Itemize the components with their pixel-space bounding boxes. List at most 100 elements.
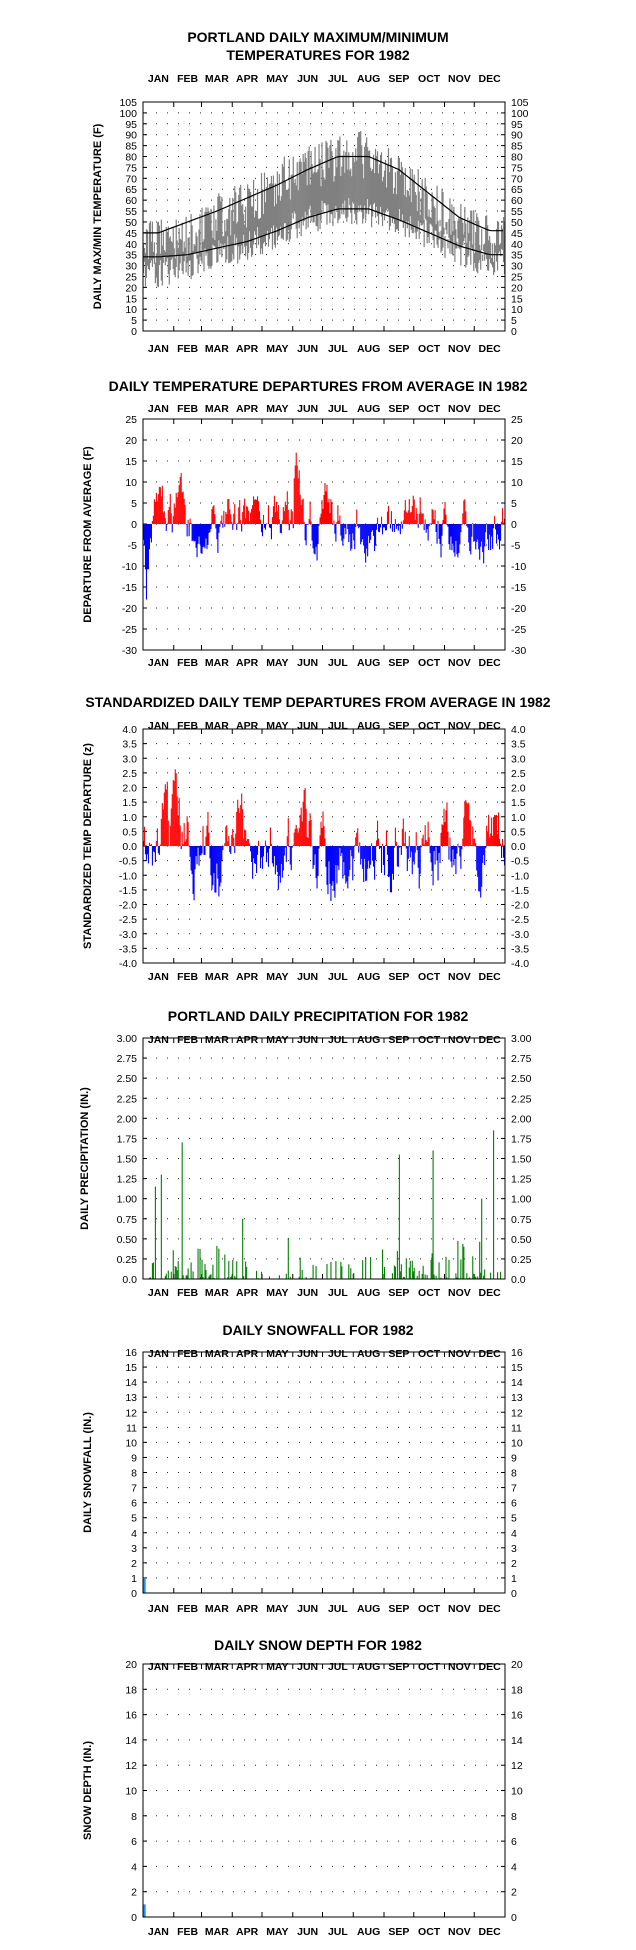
month-label-bottom: JAN: [148, 971, 169, 983]
month-label-top: JUL: [328, 720, 348, 732]
chart-5: DAILY SNOWFALL FOR 1982 JAN JAN FEB FEB MAR MA…: [82, 1322, 523, 1615]
month-label-top: NOV: [448, 73, 471, 85]
y-tick-label-right: 5: [511, 1513, 517, 1525]
y-tick-label-right: 12: [511, 1407, 523, 1419]
y-tick-label-right: 2: [511, 1887, 517, 1899]
month-label-top: OCT: [418, 1034, 441, 1046]
month-label-top: FEB: [177, 1661, 198, 1673]
y-tick-label-left: 3: [131, 1543, 137, 1555]
month-label-bottom: SEP: [388, 971, 409, 983]
departure-bars: [142, 769, 506, 901]
month-label-top: JUN: [297, 73, 318, 85]
y-tick-label-right: 1.25: [511, 1174, 532, 1186]
y-tick-label-right: 3: [511, 1543, 517, 1555]
y-tick-label-left: 10: [125, 1437, 137, 1449]
y-tick-label-left: 5: [131, 498, 137, 510]
month-label-bottom: NOV: [448, 1926, 471, 1938]
grid: [145, 101, 503, 332]
month-label-top: AUG: [357, 73, 380, 85]
y-tick-label-right: 3.00: [511, 1033, 532, 1045]
y-tick-label-left: 40: [125, 239, 137, 251]
month-label-top: DEC: [479, 1661, 502, 1673]
month-label-top: MAY: [266, 1661, 288, 1673]
chart-4: PORTLAND DAILY PRECIPITATION FOR 1982 JAN…: [79, 1008, 532, 1299]
y-tick-label-left: 2.0: [122, 783, 137, 795]
y-tick-label-right: 6: [511, 1498, 517, 1510]
chart-title: PORTLAND DAILY PRECIPITATION FOR 1982: [168, 1008, 469, 1024]
month-label-bottom: OCT: [418, 1287, 441, 1299]
month-label-bottom: AUG: [357, 1926, 380, 1938]
y-tick-label-left: 75: [125, 162, 137, 174]
snow-bar: [144, 1577, 146, 1593]
month-label-top: MAY: [266, 1348, 288, 1360]
y-tick-label-left: 55: [125, 206, 137, 218]
y-tick-label-right: 0.0: [511, 1274, 526, 1286]
normal-high-line: [143, 155, 503, 234]
y-tick-label-left: 25: [125, 271, 137, 283]
month-label-bottom: MAY: [266, 343, 288, 355]
y-axis-label: DAILY SNOWFALL (IN.): [82, 1412, 94, 1533]
chart-1: PORTLAND DAILY MAXIMUM/MINIMUM TEMPERATUR…: [92, 29, 529, 355]
y-tick-label-left: 14: [125, 1735, 137, 1747]
temperature-range-bars: [142, 131, 506, 288]
y-tick-label-right: 2.5: [511, 768, 526, 780]
y-tick-label-left: 5: [131, 315, 137, 327]
month-label-top: JUL: [328, 403, 348, 415]
month-label-bottom: JAN: [148, 1926, 169, 1938]
month-label-bottom: SEP: [388, 1287, 409, 1299]
month-label-top: MAY: [266, 720, 288, 732]
y-tick-label-left: 105: [119, 97, 137, 109]
chart-title: DAILY SNOWFALL FOR 1982: [222, 1322, 413, 1338]
y-tick-label-right: 3.5: [511, 739, 526, 751]
month-label-top: MAY: [266, 403, 288, 415]
month-label-bottom: FEB: [177, 343, 198, 355]
y-tick-label-right: 25: [511, 414, 523, 426]
month-label-bottom: MAY: [266, 1287, 288, 1299]
y-tick-label-left: 0.0: [122, 1274, 137, 1286]
y-tick-label-right: -15: [511, 582, 526, 594]
grid: [145, 1663, 503, 1918]
snow-bars: [143, 1904, 146, 1917]
month-label-top: JUN: [297, 1661, 318, 1673]
y-tick-label-left: 4: [131, 1528, 137, 1540]
month-label-top: APR: [236, 1661, 259, 1673]
y-tick-label-right: 15: [511, 1362, 523, 1374]
y-tick-label-left: 0: [131, 519, 137, 531]
y-tick-label-right: 10: [511, 1437, 523, 1449]
y-tick-label-right: 20: [511, 282, 523, 294]
month-label-bottom: MAY: [266, 1926, 288, 1938]
month-label-bottom: SEP: [388, 343, 409, 355]
y-tick-label-left: 18: [125, 1684, 137, 1696]
y-tick-label-left: 6: [131, 1836, 137, 1848]
month-label-bottom: AUG: [357, 343, 380, 355]
y-tick-label-right: 30: [511, 261, 523, 273]
chart-title: TEMPERATURES FOR 1982: [226, 47, 410, 63]
month-label-top: OCT: [418, 73, 441, 85]
y-tick-label-right: 75: [511, 162, 523, 174]
month-label-top: FEB: [177, 73, 198, 85]
month-label-bottom: DEC: [479, 1287, 502, 1299]
plot-border: [142, 418, 506, 651]
y-tick-label-right: 4.0: [511, 724, 526, 736]
y-tick-label-right: 16: [511, 1347, 523, 1359]
y-tick-label-left: -15: [122, 582, 137, 594]
y-tick-label-right: 4: [511, 1861, 517, 1873]
y-tick-label-left: 13: [125, 1392, 137, 1404]
y-tick-label-right: 14: [511, 1735, 523, 1747]
y-tick-label-left: 1.0: [122, 812, 137, 824]
y-tick-label-right: 2.50: [511, 1073, 532, 1085]
y-tick-label-left: 2: [131, 1558, 137, 1570]
month-label-top: JAN: [148, 1034, 169, 1046]
y-tick-label-left: 0.75: [117, 1214, 138, 1226]
month-label-top: FEB: [177, 1034, 198, 1046]
chart-title: DAILY SNOW DEPTH FOR 1982: [214, 1637, 422, 1653]
y-tick-label-left: -2.0: [119, 900, 137, 912]
y-tick-label-right: 90: [511, 130, 523, 142]
y-tick-label-right: 95: [511, 119, 523, 131]
y-tick-label-left: -0.5: [119, 856, 137, 868]
month-label-top: OCT: [418, 1661, 441, 1673]
month-label-bottom: FEB: [177, 1287, 198, 1299]
plot-border: [142, 1351, 506, 1594]
month-label-top: DEC: [479, 73, 502, 85]
y-tick-label-left: 10: [125, 1786, 137, 1798]
